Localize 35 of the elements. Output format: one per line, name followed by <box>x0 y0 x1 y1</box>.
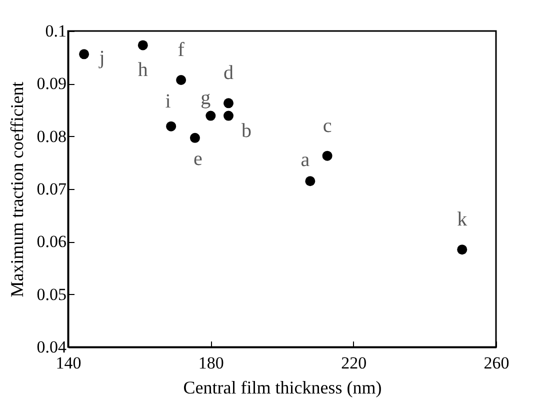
point <box>176 74 186 85</box>
point <box>224 110 234 121</box>
point <box>457 244 468 255</box>
y-axis-title: Maximum traction coefficient <box>6 82 27 298</box>
x-tick-label: 260 <box>484 354 510 372</box>
y-tick-label: 0.06 <box>36 232 66 252</box>
y-tick-label: 0.07 <box>36 180 67 198</box>
annotation: b <box>242 120 252 142</box>
annotation: d <box>224 62 234 84</box>
x-tick-label: 220 <box>341 354 367 372</box>
annotation: j <box>98 47 105 70</box>
point <box>322 150 332 161</box>
point <box>206 110 216 121</box>
y-tick-label: 0.09 <box>36 74 66 94</box>
annotation: h <box>138 59 148 82</box>
y-tick-label: 0.04 <box>36 338 67 356</box>
x-tick-label: 180 <box>198 354 224 372</box>
x-axis-title: Central film thickness (nm) <box>183 378 382 398</box>
point <box>305 176 316 186</box>
annotation: a <box>300 149 310 172</box>
x-tick-label: 140 <box>56 354 82 372</box>
annotation: g <box>200 86 211 109</box>
annotation: c <box>322 114 332 137</box>
y-tick-label: 0.1 <box>45 22 66 40</box>
annotation: f <box>178 38 185 61</box>
point <box>79 49 90 60</box>
y-tick-label: 0.08 <box>36 126 66 146</box>
point <box>224 98 234 108</box>
annotation: i <box>165 90 172 112</box>
point <box>138 40 148 50</box>
point <box>190 132 200 143</box>
point <box>166 121 176 132</box>
annotation: k <box>457 208 468 231</box>
annotation: e <box>194 148 203 170</box>
y-tick-label: 0.05 <box>36 284 66 304</box>
